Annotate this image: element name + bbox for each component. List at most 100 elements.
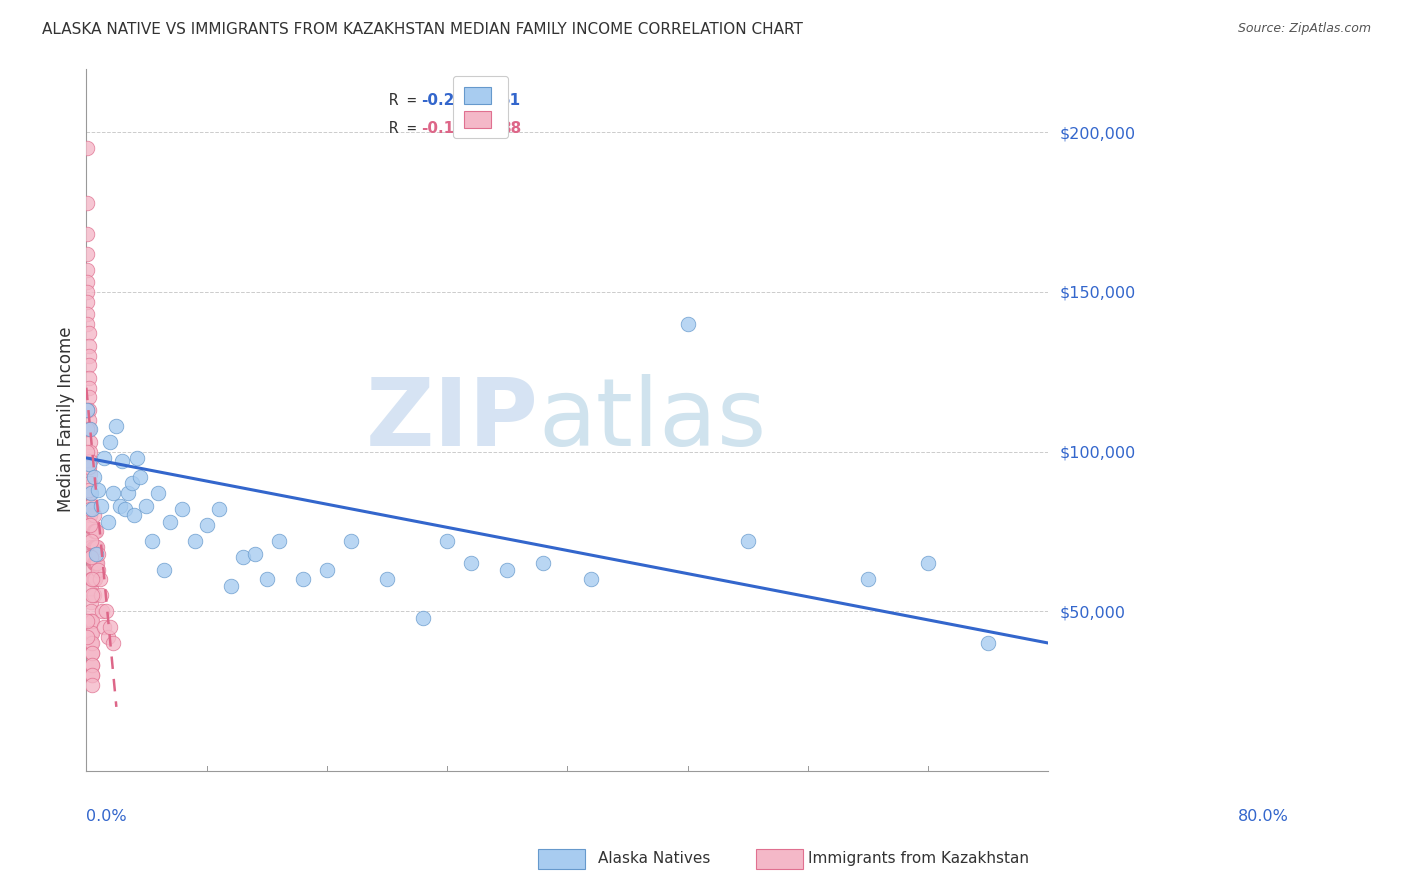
Point bbox=[97, 515, 120, 529]
Point bbox=[77, 359, 100, 373]
Point bbox=[76, 422, 98, 436]
Point bbox=[80, 594, 103, 608]
Point bbox=[82, 646, 104, 660]
Point bbox=[76, 285, 98, 299]
Point bbox=[77, 390, 100, 404]
Point bbox=[83, 572, 105, 586]
Point bbox=[80, 563, 103, 577]
Point bbox=[86, 541, 108, 555]
Point bbox=[87, 483, 110, 497]
Point bbox=[76, 246, 98, 260]
Point bbox=[232, 549, 254, 564]
Point bbox=[98, 620, 121, 634]
Point bbox=[76, 294, 98, 309]
Point bbox=[412, 610, 434, 624]
Point bbox=[77, 460, 100, 475]
Point bbox=[79, 517, 101, 532]
Point bbox=[496, 563, 519, 577]
Point bbox=[856, 572, 879, 586]
Point bbox=[79, 434, 101, 449]
Point bbox=[148, 486, 170, 500]
Point bbox=[82, 614, 104, 628]
Point bbox=[291, 572, 314, 586]
Point bbox=[79, 422, 101, 436]
Point bbox=[79, 517, 101, 532]
Point bbox=[125, 450, 148, 465]
Point bbox=[172, 502, 194, 516]
Point bbox=[195, 517, 218, 532]
Text: -0.199: -0.199 bbox=[420, 120, 475, 136]
Point bbox=[86, 556, 108, 570]
Text: N =: N = bbox=[471, 120, 505, 136]
Point bbox=[83, 556, 105, 570]
Point bbox=[83, 572, 105, 586]
Point bbox=[80, 582, 103, 596]
Point bbox=[80, 549, 103, 564]
Point bbox=[141, 533, 163, 548]
Point bbox=[83, 588, 105, 602]
Point bbox=[79, 454, 101, 468]
Point bbox=[82, 658, 104, 673]
Point bbox=[77, 412, 100, 426]
Point bbox=[79, 467, 101, 481]
Point bbox=[117, 486, 139, 500]
Point bbox=[77, 403, 100, 417]
Point bbox=[90, 499, 112, 513]
Text: -0.287: -0.287 bbox=[420, 93, 475, 108]
Point bbox=[83, 541, 105, 555]
Point bbox=[77, 326, 100, 341]
Point bbox=[121, 476, 143, 491]
Point bbox=[77, 458, 100, 472]
Point bbox=[87, 563, 110, 577]
Text: 88: 88 bbox=[501, 120, 522, 136]
Point bbox=[76, 403, 98, 417]
Point bbox=[340, 533, 363, 548]
Point bbox=[124, 508, 146, 523]
Point bbox=[90, 588, 112, 602]
Point bbox=[917, 556, 939, 570]
Point bbox=[98, 434, 121, 449]
Point bbox=[77, 371, 100, 385]
Point bbox=[737, 533, 759, 548]
Point bbox=[80, 549, 103, 564]
Point bbox=[267, 533, 290, 548]
Point bbox=[76, 262, 98, 277]
Text: 0.0%: 0.0% bbox=[86, 809, 127, 824]
Point bbox=[84, 547, 107, 561]
Point bbox=[80, 533, 103, 548]
Point bbox=[80, 636, 103, 650]
Point bbox=[243, 547, 266, 561]
Text: ALASKA NATIVE VS IMMIGRANTS FROM KAZAKHSTAN MEDIAN FAMILY INCOME CORRELATION CHA: ALASKA NATIVE VS IMMIGRANTS FROM KAZAKHS… bbox=[42, 22, 803, 37]
Point bbox=[77, 381, 100, 395]
Point bbox=[97, 630, 120, 644]
Point bbox=[105, 419, 128, 434]
Point bbox=[183, 533, 205, 548]
Text: Immigrants from Kazakhstan: Immigrants from Kazakhstan bbox=[808, 851, 1029, 865]
Point bbox=[80, 614, 103, 628]
Point bbox=[676, 317, 699, 331]
Point bbox=[531, 556, 554, 570]
Point bbox=[76, 403, 98, 417]
Point bbox=[84, 541, 107, 555]
Point bbox=[77, 339, 100, 353]
Point bbox=[581, 572, 603, 586]
Point bbox=[83, 524, 105, 539]
Point bbox=[80, 486, 103, 500]
Point bbox=[159, 515, 181, 529]
Point bbox=[82, 572, 104, 586]
Point bbox=[135, 499, 157, 513]
Point bbox=[94, 604, 117, 618]
Text: atlas: atlas bbox=[538, 374, 766, 466]
Text: 80.0%: 80.0% bbox=[1237, 809, 1289, 824]
Point bbox=[82, 646, 104, 660]
Point bbox=[79, 531, 101, 545]
Point bbox=[129, 470, 152, 484]
Text: Source: ZipAtlas.com: Source: ZipAtlas.com bbox=[1237, 22, 1371, 36]
Text: R =: R = bbox=[389, 93, 426, 108]
Point bbox=[256, 572, 278, 586]
Text: ZIP: ZIP bbox=[366, 374, 538, 466]
Point bbox=[375, 572, 398, 586]
Point bbox=[114, 502, 136, 516]
Point bbox=[76, 317, 98, 331]
Point bbox=[82, 636, 104, 650]
